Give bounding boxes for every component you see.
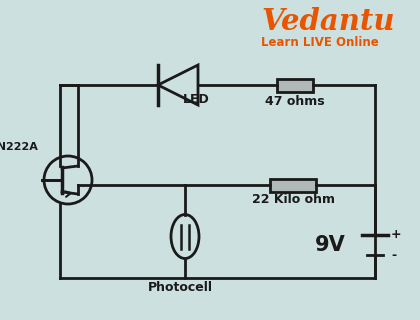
Polygon shape <box>158 65 198 105</box>
Text: +: + <box>391 228 402 242</box>
Text: 47 ohms: 47 ohms <box>265 95 325 108</box>
Text: 2N222A: 2N222A <box>0 142 38 152</box>
Text: 22 Kilo ohm: 22 Kilo ohm <box>252 193 334 206</box>
Text: 9V: 9V <box>315 235 345 255</box>
Text: LED: LED <box>183 93 210 106</box>
Text: Learn LIVE Online: Learn LIVE Online <box>261 36 379 50</box>
Text: Photocell: Photocell <box>147 281 213 294</box>
Text: -: - <box>391 249 396 261</box>
Text: Vedantu: Vedantu <box>261 7 395 36</box>
Bar <box>270 179 316 192</box>
Bar <box>277 79 313 92</box>
